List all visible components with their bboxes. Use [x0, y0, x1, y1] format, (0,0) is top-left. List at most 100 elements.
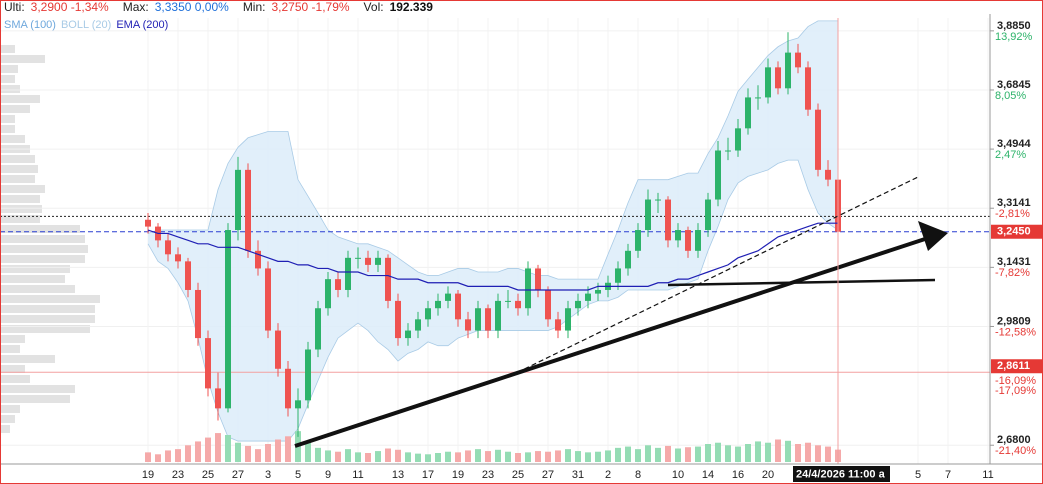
volume-bar — [335, 451, 341, 462]
candle-body — [545, 289, 551, 320]
plot-layer — [0, 18, 990, 464]
bollinger-upper — [147, 20, 838, 280]
candle-body — [715, 150, 721, 200]
volume-profile-bar — [0, 115, 15, 123]
candle-body — [375, 257, 381, 265]
x-tick-label: 8 — [635, 469, 641, 481]
volume-bar — [575, 451, 581, 462]
x-tick-label: 19 — [452, 469, 464, 481]
candle-body — [235, 169, 241, 231]
volume-bar — [415, 453, 421, 462]
volume-bar — [265, 444, 271, 462]
volume-bar — [345, 449, 351, 462]
volume-bar — [385, 448, 391, 462]
trendline-arrow — [918, 221, 948, 251]
stat-value: 3,2750 -1,79% — [271, 0, 349, 14]
volume-bar — [825, 446, 831, 462]
candle-body — [805, 67, 811, 110]
volume-profile-bar — [0, 75, 15, 83]
y-tick-change: 13,92% — [995, 31, 1033, 43]
volume-profile-bar — [0, 425, 10, 433]
volume-bar — [555, 450, 561, 462]
volume-bar — [525, 452, 531, 462]
x-tick-label: 23 — [172, 469, 184, 481]
candle-body — [615, 268, 621, 283]
candle-body — [145, 219, 151, 227]
volume-bar — [455, 452, 461, 462]
x-tick-label: 5 — [915, 469, 921, 481]
volume-profile-bar — [0, 355, 55, 363]
candle-body — [695, 230, 701, 251]
volume-profile-bar — [0, 235, 85, 243]
candle-body — [385, 257, 391, 301]
candle-body — [555, 319, 561, 331]
candle-body — [275, 330, 281, 369]
volume-bar — [675, 448, 681, 462]
candle-body — [795, 52, 801, 68]
candle-body — [215, 388, 221, 409]
volume-bar — [185, 445, 191, 462]
candle-body — [425, 308, 431, 320]
volume-profile-bar — [0, 375, 30, 383]
y-tick-label: 3,8850 — [997, 20, 1031, 32]
trendline — [294, 237, 926, 448]
volume-bar — [775, 439, 781, 462]
candle-body — [735, 128, 741, 151]
candle-body — [475, 308, 481, 331]
volume-bar — [535, 451, 541, 462]
candle-body — [525, 268, 531, 309]
volume-profile-bar — [0, 265, 70, 273]
volume-bar — [735, 446, 741, 462]
marker-change: -17,09% — [995, 385, 1036, 397]
y-tick-label: 3,1431 — [997, 256, 1031, 268]
candle-body — [785, 52, 791, 89]
volume-bar — [595, 451, 601, 462]
volume-profile-bar — [0, 385, 75, 393]
volume-profile-bar — [0, 245, 88, 253]
volume-profile-bar — [0, 325, 90, 333]
candle-body — [575, 300, 581, 309]
y-tick-change: 8,05% — [995, 90, 1026, 102]
volume-profile-bar — [0, 95, 40, 103]
volume-bar — [205, 437, 211, 462]
volume-bar — [445, 451, 451, 462]
candle-body — [335, 279, 341, 290]
x-tick-label: 31 — [572, 469, 584, 481]
volume-bar — [485, 451, 491, 462]
candle-body — [165, 240, 171, 255]
candle-body — [585, 293, 591, 301]
x-tick-label: 10 — [672, 469, 684, 481]
volume-bar — [645, 445, 651, 462]
candle-body — [185, 261, 191, 290]
candle-body — [675, 230, 681, 241]
candle-body — [505, 300, 511, 302]
volume-bar — [405, 452, 411, 462]
x-tick-label: 19 — [142, 469, 154, 481]
x-tick-label: 3 — [265, 469, 271, 481]
volume-bar — [715, 442, 721, 462]
candle-body — [315, 308, 321, 350]
volume-bar — [395, 449, 401, 462]
stat-value: 3,2900 -1,34% — [31, 0, 109, 14]
volume-bar — [365, 453, 371, 462]
candle-body — [395, 300, 401, 339]
volume-bar — [425, 454, 431, 462]
volume-bar — [515, 453, 521, 462]
candle-body — [255, 250, 261, 269]
candle-body — [355, 257, 361, 259]
candle-body — [345, 257, 351, 290]
stat-value: 192.339 — [390, 0, 434, 14]
volume-profile-bar — [0, 215, 40, 223]
x-tick-label: 23 — [482, 469, 494, 481]
x-tick-label: 9 — [325, 469, 331, 481]
volume-profile-bar — [0, 315, 95, 323]
bollinger-lower — [147, 159, 839, 442]
volume-bar — [165, 450, 171, 462]
volume-bar — [315, 447, 321, 462]
candle-body — [765, 67, 771, 98]
volume-profile-bar — [0, 155, 35, 163]
x-tick-label: 7 — [945, 469, 951, 481]
volume-bar — [795, 444, 801, 462]
volume-bar — [755, 441, 761, 462]
volume-bar — [625, 446, 631, 462]
